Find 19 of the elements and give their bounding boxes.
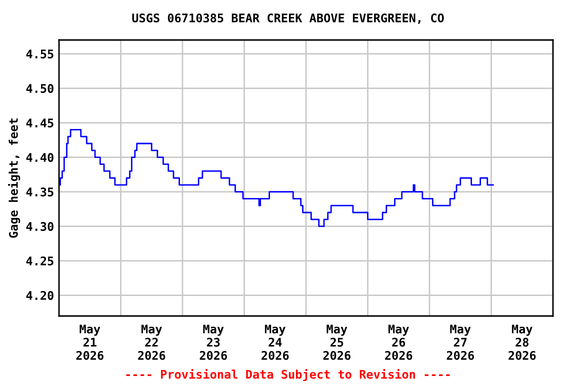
y-tick-label: 4.45 bbox=[26, 118, 54, 128]
y-tick-label: 4.35 bbox=[26, 188, 54, 196]
x-tick-label: May 23 2026 bbox=[200, 324, 227, 360]
y-tick-label: 4.50 bbox=[26, 84, 54, 93]
text: ---- Provisional Data Subject to Revision ---- bbox=[126, 368, 450, 382]
y-tick-label: 4.30 bbox=[26, 222, 54, 231]
y-tick-label: 4.55 bbox=[26, 50, 54, 58]
y-tick-label: 4.40 bbox=[26, 153, 54, 162]
x-tick-label: May 25 2026 bbox=[323, 324, 350, 360]
x-tick-label: May 21 2026 bbox=[76, 324, 104, 360]
chart-title: USGS 06710385 BEAR CREEK ABOVE EVERGREEN, CO bbox=[132, 13, 444, 24]
x-tick-label: May 28 2026 bbox=[508, 324, 536, 360]
x-tick-label: May 22 2026 bbox=[138, 324, 166, 360]
y-tick-label: 4.25 bbox=[26, 256, 54, 266]
x-tick-label: May 26 2026 bbox=[385, 324, 412, 360]
x-tick-label: May 27 2026 bbox=[446, 324, 474, 360]
y-axis-title: Gage height, feet bbox=[8, 118, 20, 238]
x-tick-label: May 24 2026 bbox=[262, 324, 289, 360]
y-tick-label: 4.20 bbox=[26, 291, 54, 300]
